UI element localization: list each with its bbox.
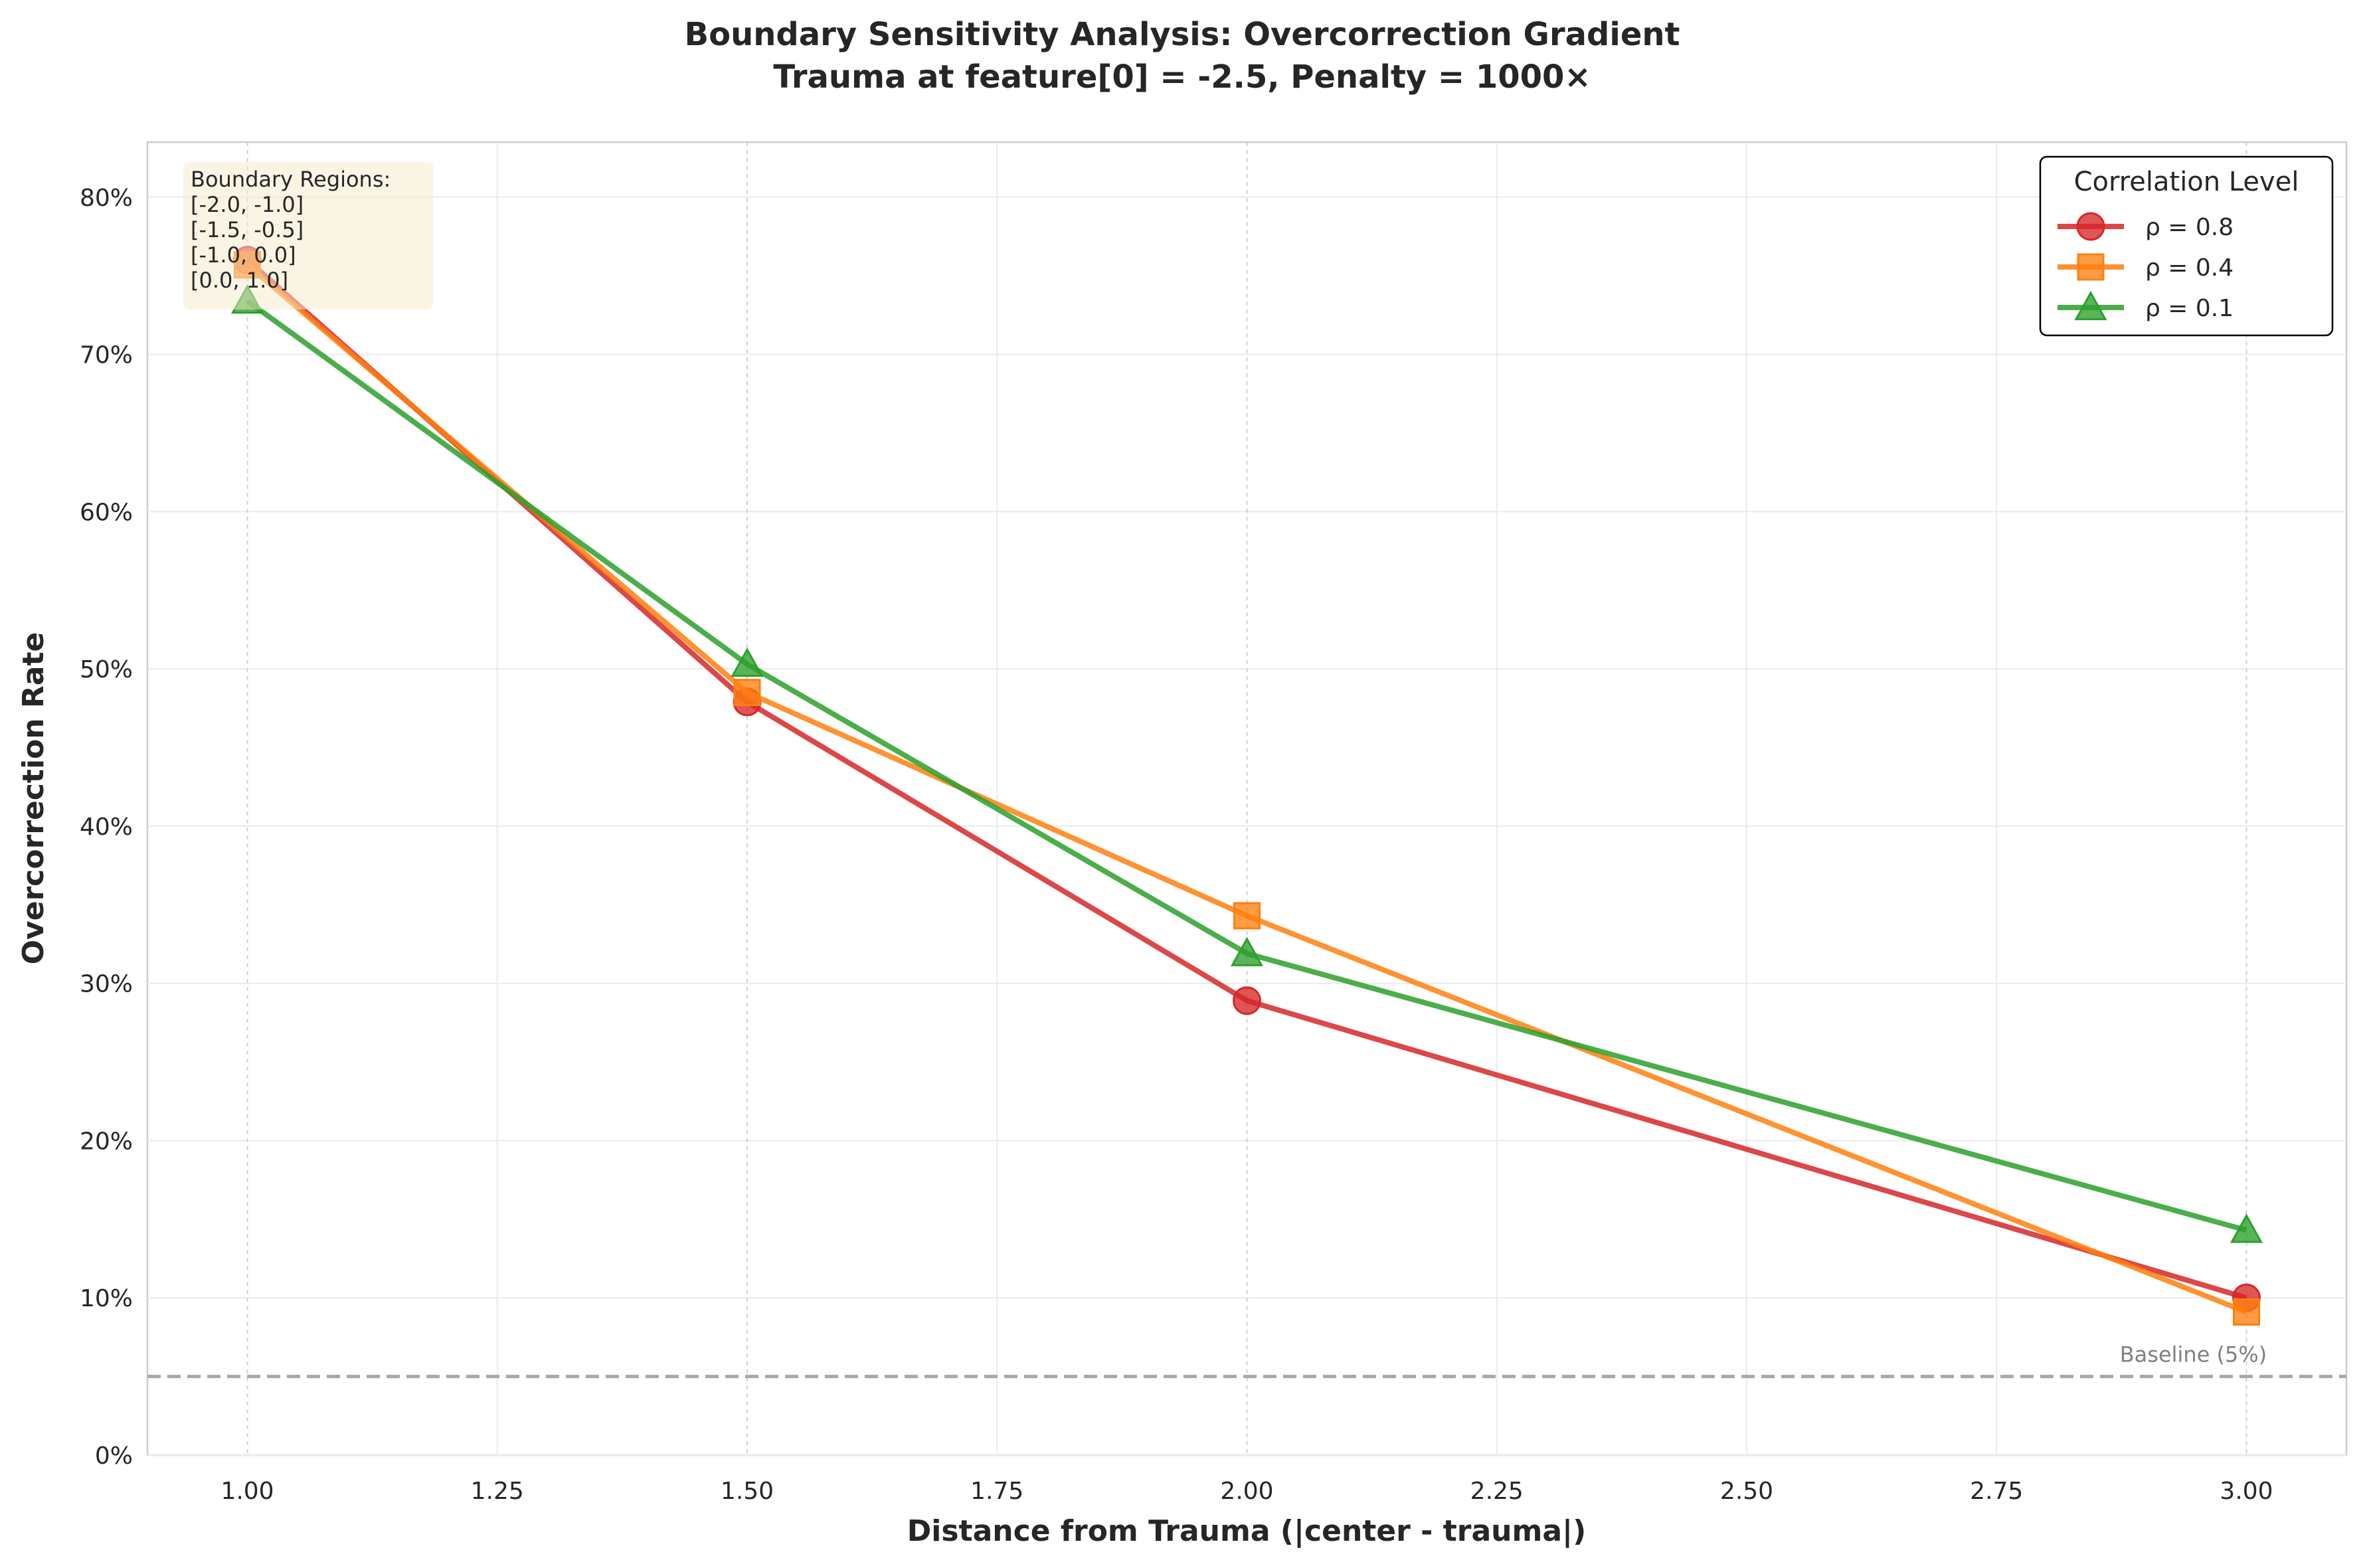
y-tick-label: 40% bbox=[80, 814, 133, 841]
annotation-line: [-1.0, 0.0] bbox=[191, 242, 296, 268]
x-tick-label: 2.50 bbox=[1720, 1478, 1773, 1505]
y-tick-label: 30% bbox=[80, 971, 133, 998]
x-tick-label: 1.00 bbox=[220, 1478, 274, 1505]
y-tick-label: 10% bbox=[80, 1285, 133, 1312]
x-tick-label: 3.00 bbox=[2220, 1478, 2273, 1505]
chart-title: Boundary Sensitivity Analysis: Overcorre… bbox=[685, 16, 1680, 53]
annotation-line: Boundary Regions: bbox=[191, 167, 391, 192]
baseline: Baseline (5%) bbox=[147, 1342, 2346, 1379]
annotation-line: [-2.0, -1.0] bbox=[191, 192, 304, 217]
annotation-line: [0.0, 1.0] bbox=[191, 268, 288, 293]
x-tick-label: 1.50 bbox=[721, 1478, 774, 1505]
legend-marker bbox=[2077, 253, 2105, 281]
legend-marker bbox=[2076, 212, 2105, 241]
series-line bbox=[246, 298, 2247, 1233]
data-point bbox=[1233, 902, 1261, 930]
y-axis-label: Overcorrection Rate bbox=[17, 632, 50, 965]
y-tick-label: 70% bbox=[80, 342, 133, 369]
data-point bbox=[731, 647, 764, 677]
y-tick-label: 60% bbox=[80, 499, 133, 526]
x-tick-label: 2.00 bbox=[1220, 1478, 1273, 1505]
y-tick-label: 80% bbox=[80, 185, 133, 212]
annotation-line: [-1.5, -0.5] bbox=[191, 217, 304, 242]
legend-title: Correlation Level bbox=[2074, 167, 2299, 197]
boundary-regions-box: Boundary Regions: [-2.0, -1.0] [-1.5, -0… bbox=[183, 162, 433, 309]
legend-label: ρ = 0.1 bbox=[2145, 295, 2234, 322]
data-point bbox=[1233, 986, 1261, 1015]
data-point bbox=[2230, 1213, 2263, 1243]
x-tick-label: 1.25 bbox=[471, 1478, 524, 1505]
series-layer bbox=[230, 246, 2263, 1326]
x-axis-label: Distance from Trauma (|center - trauma|) bbox=[907, 1514, 1586, 1548]
data-point bbox=[2233, 1298, 2260, 1326]
y-tick-label: 0% bbox=[95, 1442, 133, 1470]
baseline-label: Baseline (5%) bbox=[2120, 1342, 2267, 1367]
grid bbox=[147, 142, 2346, 1456]
x-tick-label: 1.75 bbox=[970, 1478, 1023, 1505]
series-line bbox=[245, 262, 2247, 1315]
y-tick-label: 20% bbox=[80, 1128, 133, 1155]
legend: Correlation Level ρ = 0.8 ρ = 0.4 ρ = 0.1 bbox=[2039, 155, 2334, 337]
tick-labels: 0% 10% 20% 30% 40% 50% 60% 70% 80% 1.00 1.25 1.50 1.… bbox=[80, 185, 2273, 1505]
legend-label: ρ = 0.8 bbox=[2145, 214, 2234, 241]
data-point bbox=[733, 679, 761, 707]
chart-subtitle: Trauma at feature[0] = -2.5, Penalty = 1… bbox=[773, 58, 1591, 96]
legend-marker bbox=[2074, 290, 2107, 321]
x-tick-label: 2.75 bbox=[1970, 1478, 2023, 1505]
legend-entry: ρ = 0.4 bbox=[2058, 253, 2234, 282]
legend-entry: ρ = 0.1 bbox=[2058, 290, 2234, 322]
y-tick-label: 50% bbox=[80, 656, 133, 683]
legend-entry: ρ = 0.8 bbox=[2058, 212, 2234, 241]
x-tick-label: 2.25 bbox=[1470, 1478, 1524, 1505]
legend-frame bbox=[2039, 155, 2334, 337]
legend-label: ρ = 0.4 bbox=[2145, 254, 2234, 282]
data-point bbox=[1230, 936, 1264, 966]
